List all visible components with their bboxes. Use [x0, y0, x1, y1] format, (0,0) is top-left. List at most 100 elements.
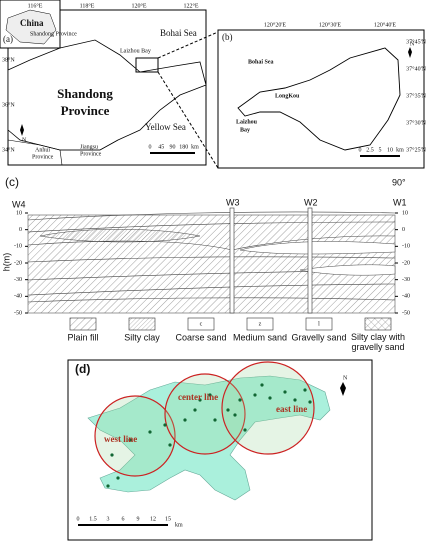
- legend-label: Plain fill: [67, 332, 98, 342]
- scale-label: 1.5: [89, 516, 97, 522]
- label: Shandong: [57, 86, 113, 101]
- well-point: [238, 398, 242, 402]
- label: Laizhou Bay: [120, 48, 151, 54]
- layer-boundary: [27, 283, 396, 296]
- well-point: [110, 453, 114, 457]
- well-point: [148, 430, 152, 434]
- label: Province: [32, 154, 54, 160]
- scale-bar: [150, 152, 195, 154]
- panel-a: (a) China Shandong Province Bohai Sea La…: [0, 0, 219, 169]
- scale-label: 10: [387, 147, 393, 153]
- y-tick-label: -30: [14, 277, 22, 283]
- lon-label: 122°E: [183, 2, 198, 9]
- legend-swatch: [305, 317, 333, 331]
- north: N: [343, 375, 348, 381]
- y-tick-label: 0: [19, 227, 22, 233]
- scale-label: 0: [359, 147, 362, 153]
- y-tick-label: -50: [14, 310, 22, 316]
- north: N: [410, 41, 415, 47]
- legend-symbol: z: [259, 321, 262, 327]
- well-point: [116, 476, 120, 480]
- scale-label: 0: [149, 144, 152, 150]
- well-point: [193, 408, 197, 412]
- well-point: [198, 398, 202, 402]
- inset-country: China: [20, 18, 44, 28]
- well-label: W3: [226, 197, 240, 207]
- scale-label: 2.5: [366, 147, 374, 153]
- lat-label: 36°N: [2, 101, 15, 108]
- y-tick-label: -50: [402, 310, 410, 316]
- well-point: [183, 418, 187, 422]
- label: Jiangsu: [80, 144, 98, 150]
- y-tick-label: 10: [16, 210, 22, 216]
- line-label: east line: [276, 404, 307, 414]
- y-tick-label: -40: [14, 294, 22, 300]
- lat-label: 37°25'N: [406, 146, 426, 153]
- scale-bar: [360, 155, 400, 157]
- layer-boundary: [27, 211, 396, 221]
- lon-label: 120°E: [131, 2, 146, 9]
- legend-swatch: [246, 317, 274, 331]
- scale-label: 5: [379, 147, 382, 153]
- label: Yellow Sea: [145, 122, 186, 132]
- well-point: [260, 383, 264, 387]
- well-point: [106, 484, 110, 488]
- lat-label: 37°45'N: [406, 38, 426, 45]
- label: LongKou: [275, 93, 300, 99]
- lens: [299, 264, 396, 276]
- lon-label: 116°E: [28, 2, 43, 9]
- legend-swatch: [187, 317, 215, 331]
- angle: 90°: [392, 177, 406, 187]
- scale-label: km: [191, 144, 199, 150]
- scale-label: 180: [179, 144, 188, 150]
- legend-label: Silty clay with gravelly sand: [351, 332, 405, 352]
- well-point: [293, 398, 297, 402]
- well: [307, 207, 313, 314]
- scale-label: km: [396, 147, 404, 153]
- north-arrow: [408, 47, 412, 58]
- panel-d: (d) west line center line east line N 0 1…: [67, 359, 373, 541]
- well: [229, 207, 235, 314]
- scale-label: 12: [150, 516, 156, 522]
- coastline: [7, 39, 207, 151]
- legend-label: Medium sand: [233, 332, 287, 342]
- line-zone: [164, 373, 246, 455]
- scale-label: 3: [107, 516, 110, 522]
- study-outline: [237, 47, 401, 151]
- study-area: [87, 375, 331, 501]
- china-outline: [5, 9, 57, 45]
- label: Bohai Sea: [160, 28, 197, 38]
- well-label: W4: [12, 199, 26, 209]
- label: Bay: [240, 127, 250, 133]
- label: Anhui: [35, 147, 50, 153]
- lat-label: 37°30'N: [406, 119, 426, 126]
- legend-label: Gravelly sand: [291, 332, 346, 342]
- study-box: [135, 57, 159, 73]
- lon-label: 120°40'E: [374, 21, 396, 28]
- label: Laizhou: [236, 119, 258, 125]
- line-label: center line: [178, 392, 218, 402]
- scale-label: 45: [158, 144, 164, 150]
- legend-swatch: [128, 317, 156, 331]
- line-zone: [94, 395, 176, 477]
- well-point: [213, 418, 217, 422]
- well-label: W2: [304, 197, 318, 207]
- north-arrow: [340, 382, 346, 396]
- y-tick-label: -20: [402, 260, 410, 266]
- lat-label: 37°40'N: [406, 65, 426, 72]
- legend-symbol: c: [200, 321, 203, 327]
- well-point: [233, 413, 237, 417]
- well-point: [283, 390, 287, 394]
- legend-label: Silty clay: [124, 332, 160, 342]
- y-tick-label: -40: [402, 294, 410, 300]
- scale-label: 6: [122, 516, 125, 522]
- inset-note: Shandong Province: [30, 31, 77, 37]
- lat-label: 38°N: [2, 56, 15, 63]
- well-point: [226, 408, 230, 412]
- y-tick-label: -30: [402, 277, 410, 283]
- y-tick-label: 10: [402, 210, 408, 216]
- lens: [239, 241, 396, 255]
- label: Province: [61, 103, 110, 118]
- panel-b: (b) Bohai Sea Laizhou Bay LongKou N 0 2.5…: [217, 21, 427, 169]
- well-point: [268, 396, 272, 400]
